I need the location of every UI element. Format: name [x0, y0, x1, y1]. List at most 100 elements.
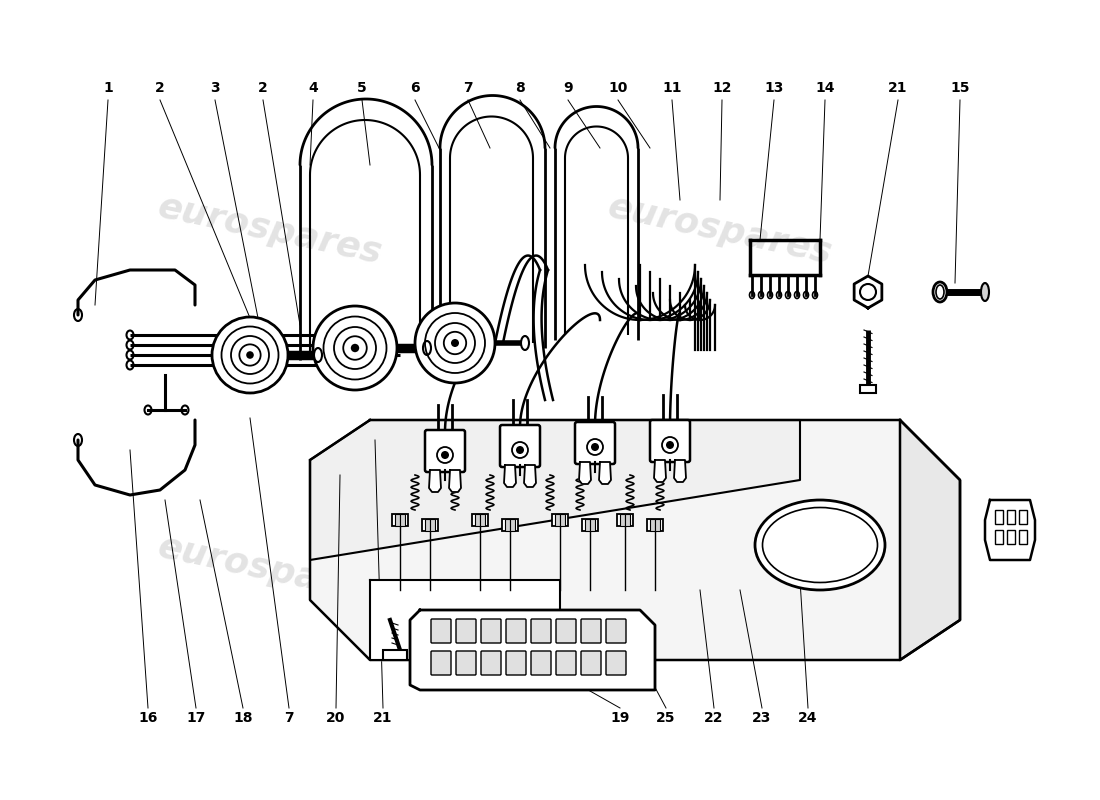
Text: 25: 25	[657, 711, 675, 725]
Bar	[422, 519, 438, 531]
FancyBboxPatch shape	[506, 651, 526, 675]
Text: eurospares: eurospares	[155, 190, 385, 270]
Ellipse shape	[755, 500, 886, 590]
Text: 11: 11	[662, 81, 682, 95]
Polygon shape	[429, 470, 441, 492]
FancyBboxPatch shape	[431, 651, 451, 675]
FancyBboxPatch shape	[431, 619, 451, 643]
Polygon shape	[984, 500, 1035, 560]
Circle shape	[212, 317, 288, 393]
Bar	[650, 519, 654, 531]
Polygon shape	[370, 580, 560, 660]
Circle shape	[591, 443, 600, 451]
Bar	[860, 385, 876, 393]
Text: 12: 12	[713, 81, 732, 95]
Bar	[400, 514, 405, 526]
Bar	[625, 514, 630, 526]
FancyBboxPatch shape	[481, 619, 500, 643]
Circle shape	[516, 446, 524, 454]
Bar	[1019, 510, 1027, 524]
Text: 14: 14	[815, 81, 835, 95]
Bar	[510, 519, 515, 531]
Bar	[430, 519, 434, 531]
Text: 24: 24	[799, 711, 817, 725]
Text: 23: 23	[752, 711, 772, 725]
Text: 3: 3	[210, 81, 220, 95]
Text: 2: 2	[155, 81, 165, 95]
Text: 10: 10	[608, 81, 628, 95]
Polygon shape	[410, 610, 654, 690]
Text: 19: 19	[610, 711, 629, 725]
Bar	[425, 519, 430, 531]
FancyBboxPatch shape	[456, 651, 476, 675]
Polygon shape	[504, 465, 516, 487]
Ellipse shape	[521, 336, 529, 350]
Polygon shape	[449, 470, 461, 492]
Bar	[1019, 530, 1027, 544]
Bar	[617, 514, 632, 526]
FancyBboxPatch shape	[581, 651, 601, 675]
Circle shape	[451, 339, 459, 347]
Bar	[620, 514, 625, 526]
Polygon shape	[310, 420, 800, 560]
Bar	[1006, 530, 1015, 544]
Text: 20: 20	[327, 711, 345, 725]
Circle shape	[441, 451, 449, 459]
Text: 18: 18	[233, 711, 253, 725]
FancyBboxPatch shape	[556, 651, 576, 675]
Polygon shape	[854, 276, 882, 308]
Circle shape	[415, 303, 495, 383]
Text: 16: 16	[139, 711, 157, 725]
Bar	[996, 510, 1003, 524]
FancyBboxPatch shape	[425, 430, 465, 472]
Bar	[556, 514, 560, 526]
Text: 6: 6	[410, 81, 420, 95]
Polygon shape	[654, 460, 666, 482]
Text: 9: 9	[563, 81, 573, 95]
Bar	[560, 514, 565, 526]
Polygon shape	[674, 460, 686, 482]
Circle shape	[246, 351, 254, 358]
Text: 13: 13	[764, 81, 783, 95]
FancyBboxPatch shape	[531, 651, 551, 675]
Polygon shape	[600, 462, 610, 484]
Ellipse shape	[314, 348, 322, 362]
Ellipse shape	[981, 283, 989, 301]
FancyBboxPatch shape	[606, 651, 626, 675]
FancyBboxPatch shape	[506, 619, 526, 643]
Circle shape	[314, 306, 397, 390]
Text: 21: 21	[889, 81, 908, 95]
Text: 7: 7	[284, 711, 294, 725]
Bar	[996, 530, 1003, 544]
Bar	[582, 519, 598, 531]
FancyBboxPatch shape	[500, 425, 540, 467]
Text: 21: 21	[373, 711, 393, 725]
Bar	[590, 519, 595, 531]
Bar	[552, 514, 568, 526]
Ellipse shape	[933, 282, 947, 302]
Bar	[383, 650, 407, 660]
Bar	[475, 514, 480, 526]
Text: 15: 15	[950, 81, 970, 95]
FancyBboxPatch shape	[481, 651, 500, 675]
FancyBboxPatch shape	[556, 619, 576, 643]
Polygon shape	[579, 462, 591, 484]
Bar	[395, 514, 400, 526]
Polygon shape	[310, 420, 960, 660]
Bar	[647, 519, 663, 531]
Polygon shape	[900, 420, 960, 660]
Text: 22: 22	[704, 711, 724, 725]
Ellipse shape	[424, 341, 431, 355]
Bar	[654, 519, 660, 531]
FancyBboxPatch shape	[650, 420, 690, 462]
Circle shape	[666, 441, 674, 449]
Text: 4: 4	[308, 81, 318, 95]
Polygon shape	[524, 465, 536, 487]
Bar	[472, 514, 488, 526]
Text: 17: 17	[186, 711, 206, 725]
FancyBboxPatch shape	[456, 619, 476, 643]
Bar	[505, 519, 510, 531]
Bar	[392, 514, 408, 526]
Text: 8: 8	[515, 81, 525, 95]
Text: 1: 1	[103, 81, 113, 95]
